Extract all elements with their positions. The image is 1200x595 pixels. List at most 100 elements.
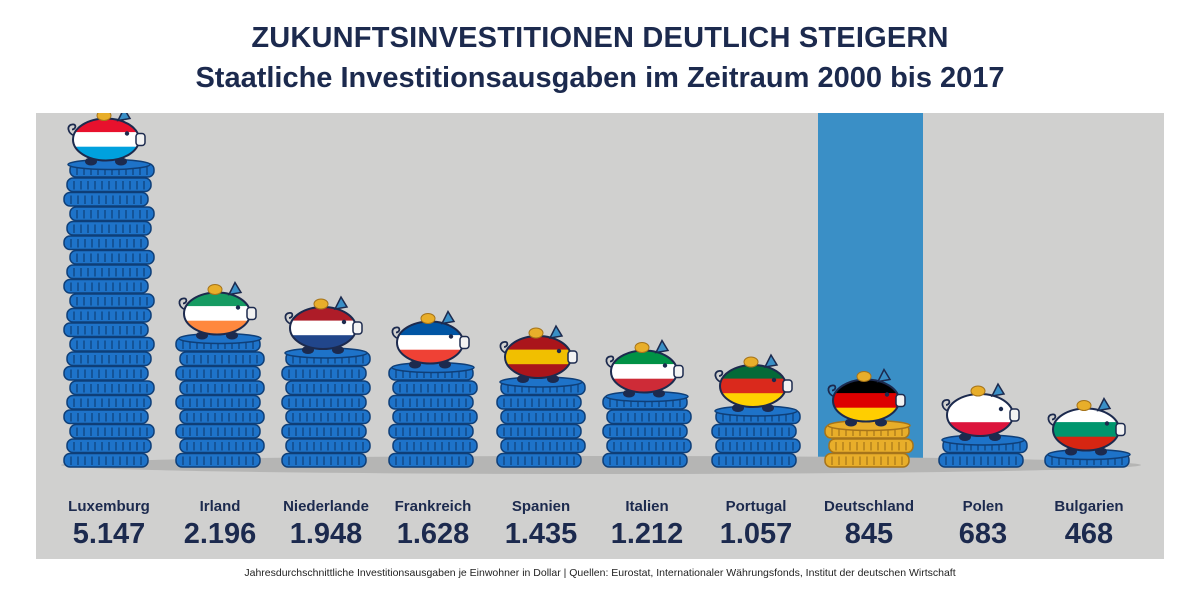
pig-snout [1115, 422, 1126, 437]
piggy-bank-icon [1047, 396, 1126, 456]
flag-stripe [397, 335, 463, 351]
flag-stripe [184, 306, 250, 322]
pig-ear [876, 367, 892, 383]
category-label: Spanien [512, 498, 570, 515]
value-label: 1.435 [505, 518, 578, 550]
coin-slot-icon [1076, 400, 1092, 411]
value-label: 5.147 [73, 518, 146, 550]
pig-snout [567, 350, 578, 364]
category-label: Luxemburg [68, 498, 150, 515]
coin-slot-icon [313, 298, 329, 310]
pig-tail [1047, 413, 1057, 427]
bar-polen: Polen 683 [938, 382, 1028, 550]
coin-slot-icon [96, 113, 112, 121]
bar-frankreich: Frankreich 1.628 [388, 309, 478, 550]
coin-slot-icon [420, 313, 436, 324]
coin-slot-icon [856, 371, 872, 382]
pig-eye [662, 363, 668, 368]
value-label: 1.212 [611, 518, 684, 550]
pig-tail [391, 326, 401, 340]
flag-stripe [1053, 422, 1119, 438]
pig-eye [1104, 421, 1110, 426]
pig-eye [771, 377, 777, 383]
pig-ear [440, 309, 456, 325]
pig-ear [763, 353, 779, 368]
pig-tail [827, 384, 837, 398]
value-label: 1.948 [290, 518, 363, 550]
pig-tail [178, 297, 188, 311]
coin-slot-icon [743, 356, 759, 368]
flag-stripe [505, 349, 571, 365]
chart-subtitle: Staatliche Investitionsausgaben im Zeitr… [195, 62, 1005, 94]
flag-stripe [611, 364, 677, 380]
pig-tail [284, 312, 294, 325]
pig-eye [124, 131, 130, 136]
bar-portugal: Portugal 1.057 [711, 353, 801, 550]
piggy-bank-icon [178, 280, 257, 340]
bar-irland: Irland 2.196 [175, 280, 265, 550]
pig-ear [990, 382, 1006, 397]
bar-bulgarien: Bulgarien 468 [1044, 396, 1131, 550]
pig-eye [884, 392, 890, 397]
pig-snout [782, 379, 793, 393]
value-label: 845 [845, 518, 893, 550]
pig-eye [448, 334, 454, 339]
piggy-bank-icon [67, 113, 146, 166]
piggy-bank-icon [284, 295, 363, 354]
category-label: Irland [200, 498, 241, 515]
pig-eye [341, 319, 347, 325]
pig-ear [1096, 396, 1112, 412]
category-label: Polen [963, 498, 1004, 515]
piggy-bank-icon [827, 367, 906, 427]
value-label: 1.057 [720, 518, 793, 550]
pig-tail [67, 123, 77, 137]
pig-tail [605, 355, 615, 369]
category-label: Deutschland [824, 498, 914, 515]
pig-snout [459, 335, 470, 350]
pig-tail [499, 341, 509, 354]
pig-ear [654, 338, 670, 354]
flag-stripe [73, 132, 139, 148]
flag-stripe [290, 320, 356, 336]
bar-luxemburg: Luxemburg 5.147 [63, 113, 155, 550]
coin-slot-icon [528, 327, 544, 339]
pig-ear [116, 113, 132, 122]
category-label: Frankreich [395, 498, 472, 515]
piggy-bank-icon [391, 309, 470, 369]
category-label: Portugal [726, 498, 787, 515]
value-label: 1.628 [397, 518, 470, 550]
pig-ear [227, 280, 243, 296]
pig-tail [941, 399, 951, 412]
bar-italien: Italien 1.212 [602, 338, 692, 550]
bar-deutschland: Deutschland 845 [824, 367, 914, 550]
bar-chart: Luxemburg 5.147 Irland 2.196 Niederlande 1.94… [61, 113, 1141, 550]
value-label: 2.196 [184, 518, 257, 550]
bar-spanien: Spanien 1.435 [496, 324, 586, 550]
source-note: Jahresdurchschnittliche Investitionsausg… [244, 567, 956, 579]
category-label: Italien [625, 498, 668, 515]
coin-slot-icon [970, 385, 986, 397]
flag-stripe [947, 407, 1013, 423]
value-label: 683 [959, 518, 1007, 550]
pig-snout [673, 364, 684, 379]
piggy-bank-icon [605, 338, 684, 398]
piggy-bank-icon [499, 324, 578, 383]
pig-eye [235, 305, 241, 310]
category-label: Niederlande [283, 498, 369, 515]
pig-tail [714, 370, 724, 383]
pig-snout [1009, 408, 1020, 422]
pig-eye [556, 348, 562, 354]
piggy-bank-icon [714, 353, 793, 412]
pig-snout [352, 321, 363, 335]
value-label: 468 [1065, 518, 1113, 550]
coin-slot-icon [207, 284, 223, 295]
pig-snout [895, 393, 906, 408]
chart-title: ZUKUNFTSINVESTITIONEN DEUTLICH STEIGERN [251, 22, 949, 54]
pig-ear [333, 295, 349, 310]
pig-snout [246, 306, 257, 321]
pig-ear [548, 324, 564, 339]
piggy-bank-icon [941, 382, 1020, 441]
flag-stripe [720, 378, 786, 394]
flag-stripe [833, 393, 899, 409]
pig-eye [998, 406, 1004, 412]
